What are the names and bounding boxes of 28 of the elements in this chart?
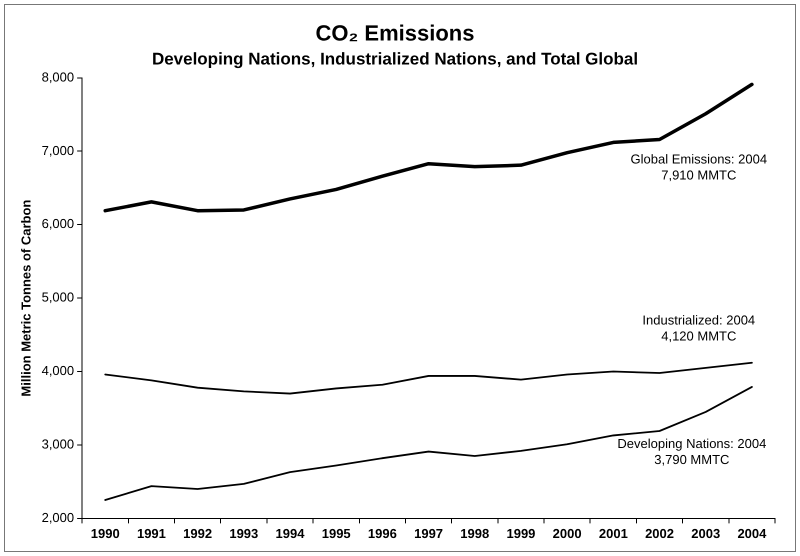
x-tick-label: 1995 xyxy=(322,526,351,541)
x-tick-label: 1997 xyxy=(414,526,444,541)
chart-title: CO₂ Emissions xyxy=(316,20,474,46)
y-tick-label: 4,000 xyxy=(42,363,74,378)
x-tick-label: 1991 xyxy=(136,526,166,541)
x-tick-label: 1990 xyxy=(90,526,120,541)
x-tick-label: 1999 xyxy=(506,526,536,541)
x-tick-label: 2004 xyxy=(737,526,768,541)
x-tick-label: 2000 xyxy=(552,526,582,541)
x-tick-label: 1996 xyxy=(368,526,397,541)
y-tick-label: 8,000 xyxy=(42,69,74,84)
x-tick-label: 2002 xyxy=(645,526,674,541)
x-tick-label: 2003 xyxy=(691,526,720,541)
annotation: Industrialized: 2004 4,120 MMTC xyxy=(642,312,756,344)
annotation: Global Emissions: 2004 7,910 MMTC xyxy=(630,152,768,183)
y-tick-label: 5,000 xyxy=(42,290,74,305)
x-tick-label: 1993 xyxy=(229,526,258,541)
y-tick-label: 7,000 xyxy=(42,142,74,158)
y-tick-label: 6,000 xyxy=(42,216,74,232)
y-tick-label: 3,000 xyxy=(42,436,74,452)
x-tick-label: 2001 xyxy=(598,526,628,541)
y-tick-label: 2,000 xyxy=(42,510,74,525)
chart-subtitle: Developing Nations, Industrialized Nations, and Total Global xyxy=(152,49,638,68)
x-tick-label: 1994 xyxy=(276,526,306,541)
x-tick-label: 1992 xyxy=(183,526,212,541)
y-axis-title: Million Metric Tonnes of Carbon xyxy=(18,200,34,397)
x-tick-label: 1998 xyxy=(460,526,490,541)
annotation: Developing Nations: 2004 3,790 MMTC xyxy=(617,436,766,467)
